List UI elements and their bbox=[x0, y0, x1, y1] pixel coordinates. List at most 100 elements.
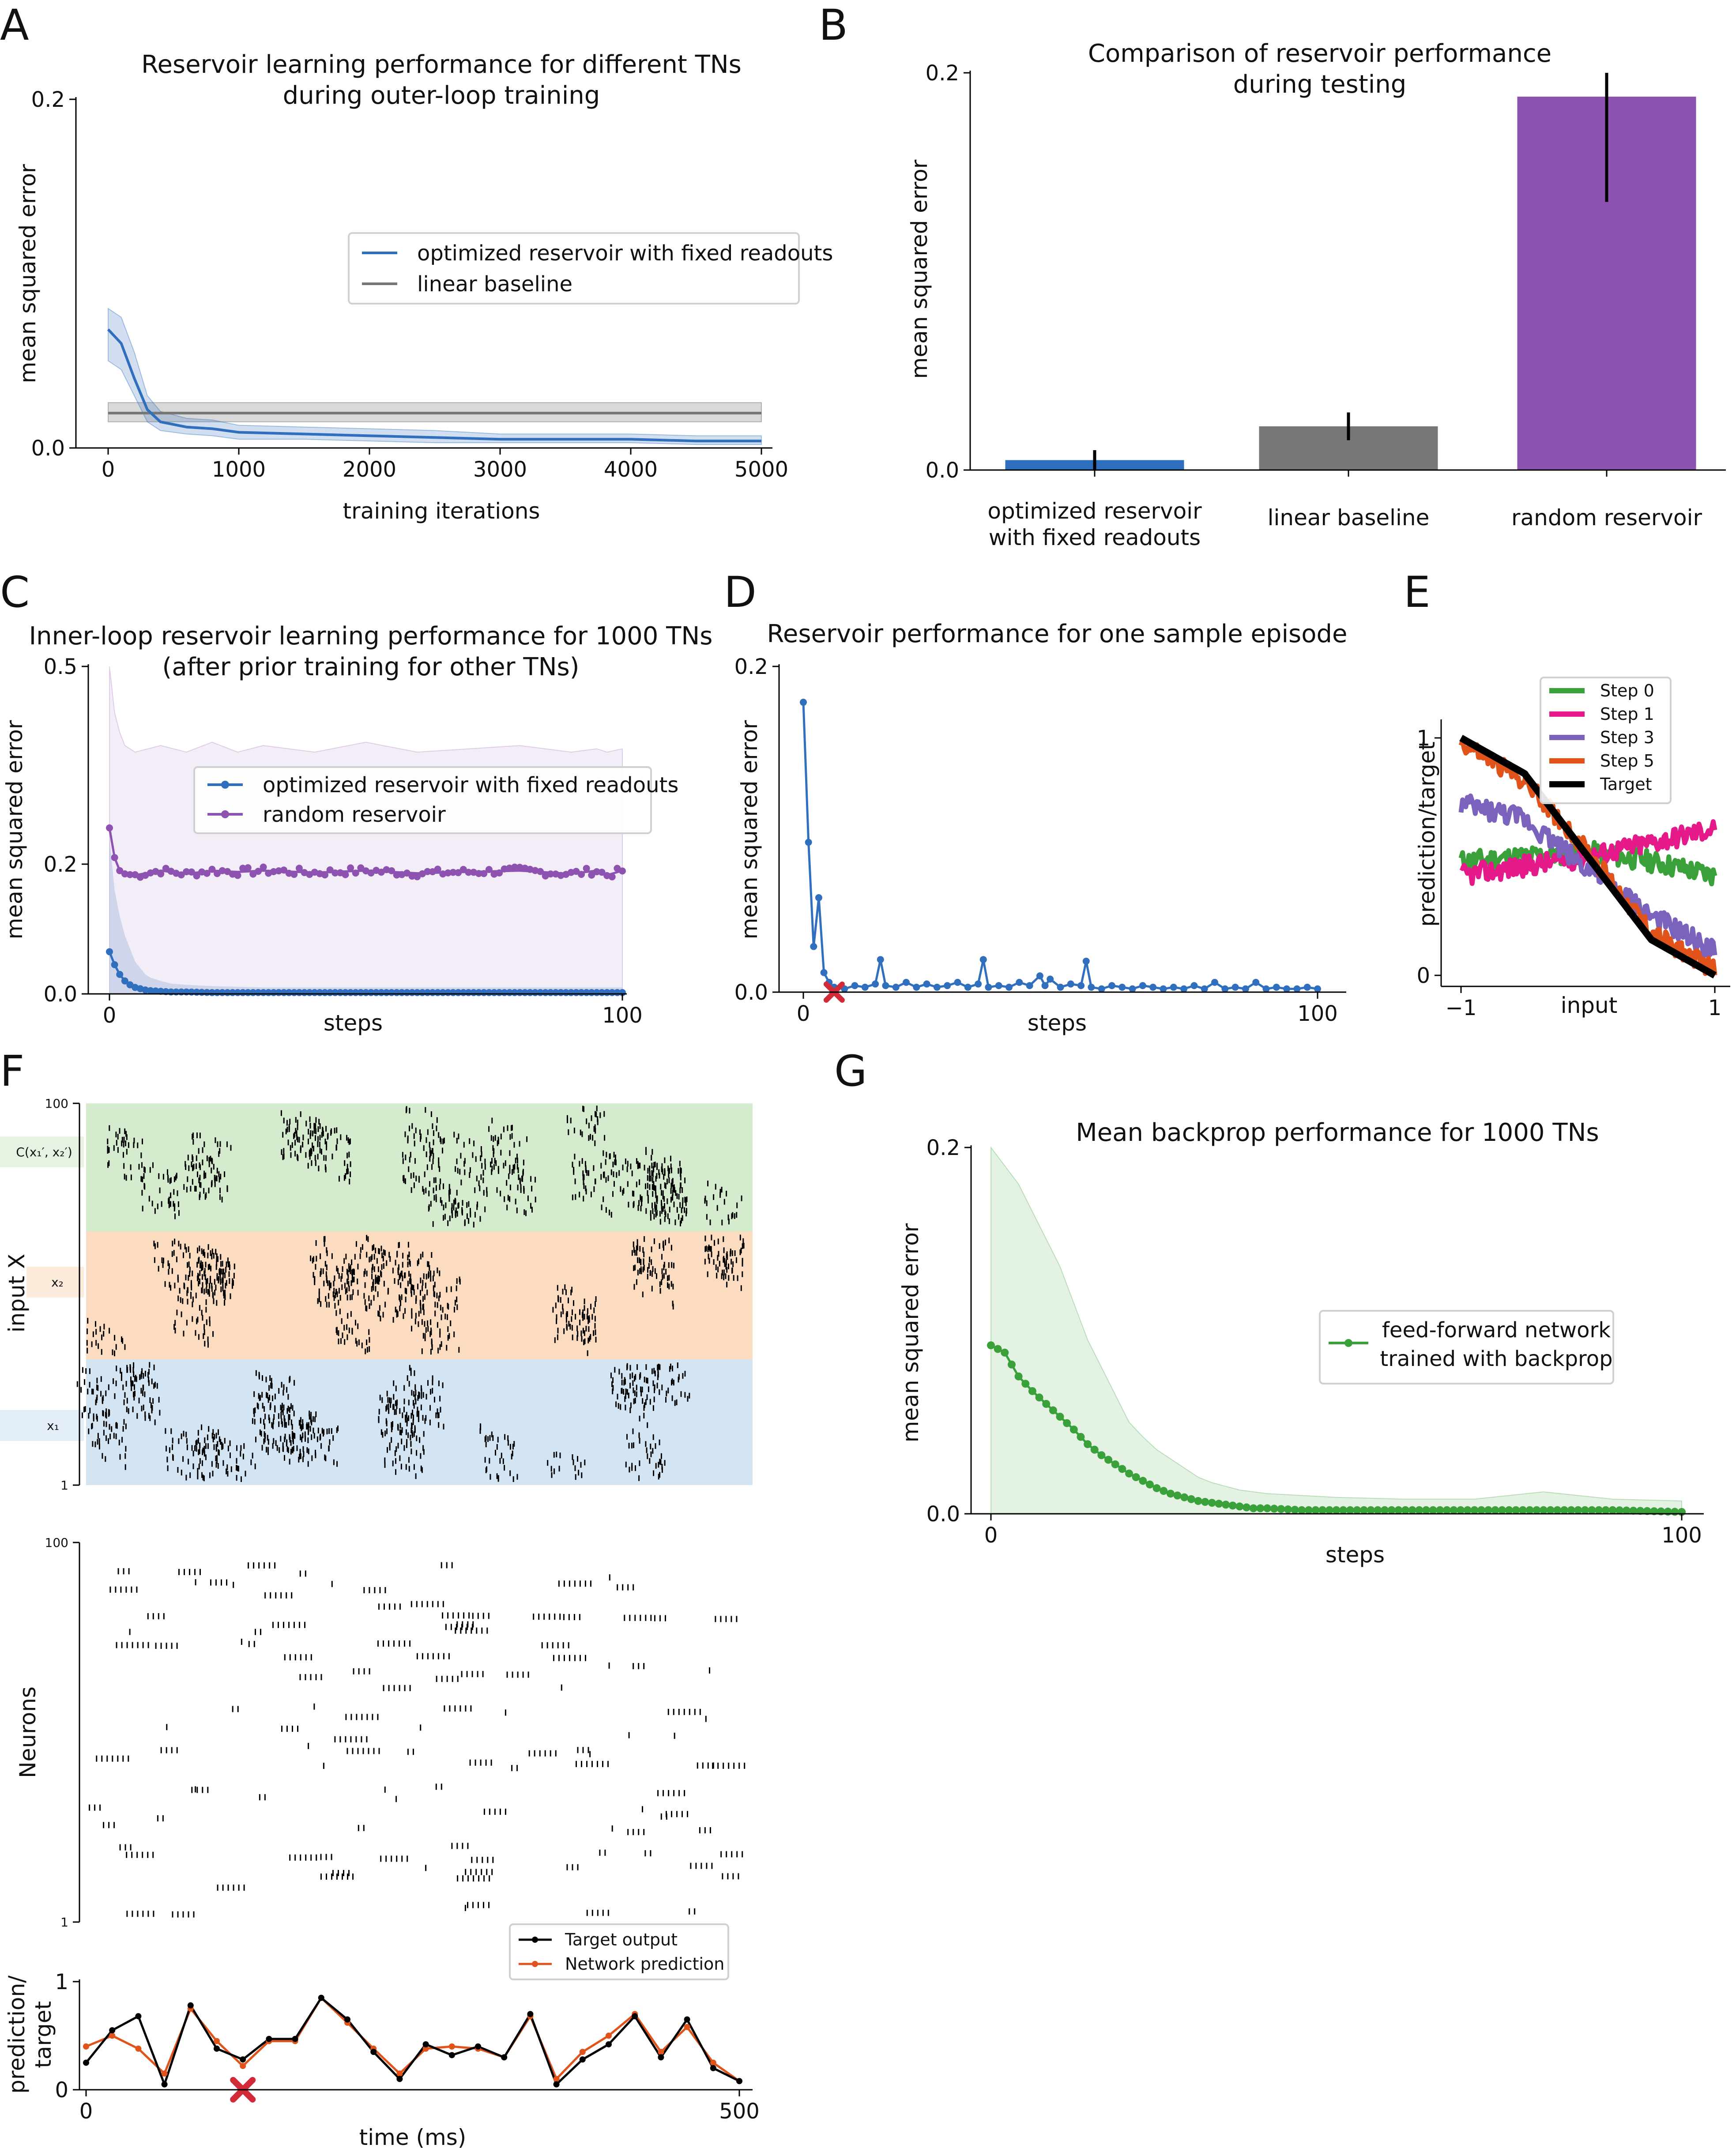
input-spike-853 bbox=[335, 1292, 336, 1298]
input-spike-1434 bbox=[228, 1261, 229, 1268]
input-spike-960 bbox=[229, 1264, 230, 1270]
point-random-0 bbox=[106, 824, 113, 831]
input-spike-1234 bbox=[723, 1257, 724, 1263]
point-random-11 bbox=[162, 865, 169, 872]
point-episode-14 bbox=[872, 980, 879, 988]
input-spike-411 bbox=[133, 1142, 135, 1148]
input-spike-1363 bbox=[174, 1283, 176, 1289]
neuron-spike-374 bbox=[512, 1671, 513, 1678]
input-spike-298 bbox=[404, 1131, 406, 1137]
input-spike-2164 bbox=[130, 1381, 132, 1387]
input-spike-126 bbox=[588, 1122, 590, 1129]
input-spike-1830 bbox=[283, 1404, 285, 1411]
input-spike-97 bbox=[217, 1141, 218, 1147]
panel-letter-c: C bbox=[0, 568, 30, 617]
input-spike-753 bbox=[221, 1196, 223, 1203]
input-spike-920 bbox=[433, 1271, 435, 1276]
input-spike-1347 bbox=[199, 1305, 200, 1311]
panel-c-legend-label-1: optimized reservoir with fixed readouts bbox=[263, 773, 678, 798]
input-spike-240 bbox=[143, 1166, 145, 1172]
input-spike-677 bbox=[527, 1195, 529, 1201]
neuron-spike-431 bbox=[420, 1724, 422, 1731]
neuron-spike-381 bbox=[564, 1655, 565, 1661]
point-target-0 bbox=[83, 2059, 89, 2066]
point-backprop-4 bbox=[1014, 1372, 1023, 1381]
point-episode-72 bbox=[1170, 983, 1177, 991]
input-spike-1109 bbox=[589, 1335, 591, 1342]
input-spike-209 bbox=[684, 1207, 685, 1213]
neuron-spike-337 bbox=[650, 1614, 652, 1621]
input-spike-983 bbox=[204, 1274, 206, 1280]
input-spike-2258 bbox=[629, 1373, 631, 1380]
point-episode-18 bbox=[892, 983, 900, 991]
input-spike-2001 bbox=[290, 1403, 292, 1409]
panel-c-title-line2: (after prior training for other TNs) bbox=[162, 653, 580, 681]
input-spike-2117 bbox=[300, 1453, 301, 1459]
input-spike-2085 bbox=[649, 1399, 651, 1405]
neuron-spike-255 bbox=[305, 1674, 306, 1681]
input-spike-1157 bbox=[399, 1305, 401, 1312]
input-spike-438 bbox=[448, 1184, 450, 1190]
input-spike-1737 bbox=[217, 1441, 218, 1447]
point-episode-78 bbox=[1201, 985, 1208, 993]
panel-g-title: Mean backprop performance for 1000 TNs bbox=[1076, 1118, 1599, 1147]
neuron-spike-386 bbox=[654, 1615, 655, 1621]
input-spike-752 bbox=[192, 1165, 193, 1171]
input-spike-1748 bbox=[676, 1399, 678, 1405]
input-spike-234 bbox=[170, 1192, 172, 1198]
input-spike-770 bbox=[466, 1202, 468, 1208]
point-random-2 bbox=[116, 867, 124, 874]
input-spike-1998 bbox=[267, 1439, 269, 1445]
input-spike-2229 bbox=[399, 1429, 401, 1435]
input-spike-924 bbox=[410, 1279, 412, 1285]
input-spike-1096 bbox=[555, 1302, 557, 1309]
input-spike-988 bbox=[207, 1289, 209, 1295]
input-spike-1224 bbox=[710, 1246, 712, 1252]
point-optimized-8 bbox=[147, 987, 154, 994]
input-spike-440 bbox=[456, 1211, 458, 1217]
neuron-spike-159 bbox=[432, 1653, 434, 1659]
input-spike-2109 bbox=[337, 1426, 339, 1432]
neuron-spike-18 bbox=[357, 1748, 359, 1754]
input-spike-696 bbox=[731, 1213, 733, 1219]
input-spike-2168 bbox=[147, 1372, 149, 1378]
input-spike-2150 bbox=[132, 1367, 134, 1373]
input-spike-552 bbox=[517, 1167, 519, 1173]
neuron-spike-290 bbox=[489, 1875, 490, 1882]
input-spike-450 bbox=[448, 1190, 450, 1196]
input-spike-1840 bbox=[283, 1384, 285, 1390]
input-spike-427 bbox=[109, 1125, 110, 1131]
input-spike-1367 bbox=[181, 1311, 182, 1317]
input-spike-1777 bbox=[671, 1380, 672, 1386]
input-spike-1867 bbox=[499, 1458, 501, 1464]
input-spike-1152 bbox=[429, 1331, 431, 1337]
input-spike-237 bbox=[177, 1190, 178, 1196]
input-spike-1828 bbox=[288, 1414, 290, 1420]
panel-a-title-line1: Reservoir learning performance for diffe… bbox=[141, 50, 742, 79]
input-spike-2333 bbox=[417, 1395, 419, 1401]
input-spike-634 bbox=[667, 1198, 668, 1204]
input-spike-694 bbox=[531, 1185, 533, 1192]
input-spike-1947 bbox=[280, 1436, 282, 1442]
input-spike-344 bbox=[334, 1128, 335, 1134]
input-spike-1275 bbox=[340, 1276, 342, 1282]
input-spike-286 bbox=[659, 1211, 661, 1217]
input-spike-1452 bbox=[665, 1239, 666, 1245]
input-spike-1092 bbox=[663, 1264, 665, 1271]
input-spike-679 bbox=[506, 1180, 508, 1186]
input-spike-339 bbox=[346, 1164, 348, 1170]
input-spike-576 bbox=[500, 1133, 502, 1140]
input-spike-660 bbox=[500, 1190, 501, 1196]
input-spike-2207 bbox=[292, 1436, 294, 1442]
neuron-spike-463 bbox=[334, 1736, 336, 1742]
input-spike-2043 bbox=[218, 1449, 219, 1455]
input-spike-319 bbox=[411, 1123, 413, 1129]
input-spike-2182 bbox=[308, 1422, 309, 1428]
input-spike-497 bbox=[463, 1161, 465, 1167]
neuron-spike-81 bbox=[426, 1601, 428, 1607]
input-spike-1159 bbox=[396, 1312, 398, 1318]
input-spike-1258 bbox=[335, 1289, 337, 1295]
input-spike-1795 bbox=[395, 1458, 396, 1464]
input-spike-665 bbox=[512, 1164, 514, 1170]
input-spike-570 bbox=[517, 1158, 518, 1164]
